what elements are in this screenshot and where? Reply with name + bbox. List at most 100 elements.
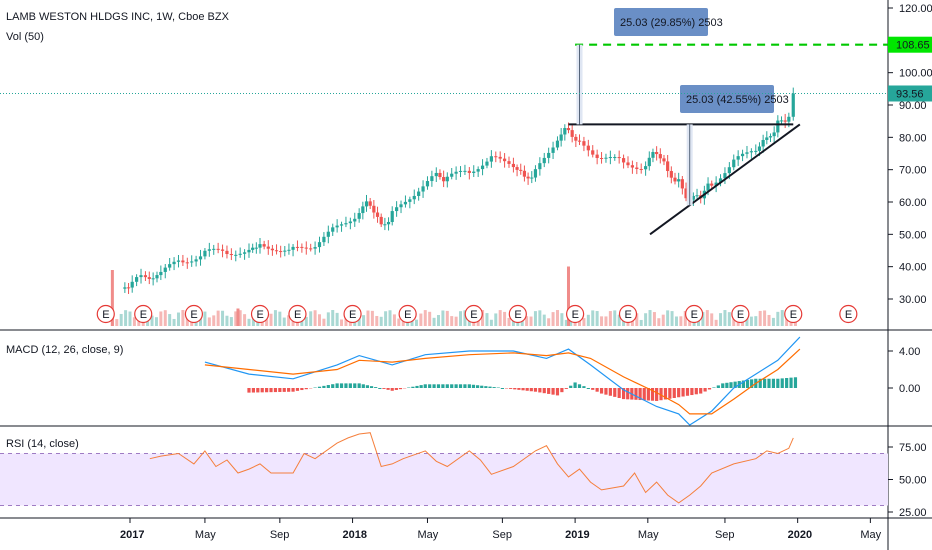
- candle-body: [258, 244, 262, 248]
- candle-body: [225, 250, 229, 255]
- macd-histogram-bar: [411, 386, 415, 388]
- earnings-marker[interactable]: [839, 304, 858, 324]
- macd-histogram-bar: [716, 385, 720, 388]
- macd-histogram-bar: [776, 378, 780, 388]
- x-tick-label: May: [638, 529, 659, 541]
- earnings-marker[interactable]: [134, 304, 153, 324]
- volume-bar: [604, 316, 608, 326]
- candle-body: [270, 248, 275, 251]
- macd-histogram-bar: [450, 384, 454, 388]
- volume-bar: [551, 312, 555, 326]
- earnings-marker[interactable]: [566, 304, 585, 324]
- candle-body: [454, 171, 458, 174]
- candle-body: [476, 169, 480, 172]
- volume-bar: [392, 314, 396, 326]
- candle-body: [736, 156, 740, 160]
- candle-body: [417, 191, 421, 196]
- volume-bar: [450, 316, 454, 326]
- macd-histogram-bar: [767, 378, 771, 388]
- macd-histogram-bar: [538, 388, 542, 393]
- macd-histogram-bar: [353, 383, 357, 388]
- candle-body: [304, 247, 308, 249]
- candle-body: [212, 248, 216, 250]
- volume-bar: [423, 310, 427, 326]
- earnings-marker[interactable]: [464, 304, 483, 324]
- candle-body: [135, 277, 139, 282]
- earnings-marker[interactable]: [784, 304, 803, 324]
- volume-spike: [566, 266, 570, 326]
- volume-bar: [732, 318, 736, 326]
- candle-body: [300, 246, 304, 248]
- candle-body: [353, 218, 357, 222]
- volume-bar: [542, 314, 546, 326]
- earnings-marker[interactable]: [731, 304, 750, 324]
- volume-bar: [714, 319, 718, 326]
- candle-body: [626, 162, 630, 166]
- macd-histogram-bar: [287, 388, 291, 392]
- earnings-marker[interactable]: [288, 304, 307, 324]
- candle-body: [714, 182, 718, 186]
- macd-histogram-bar: [573, 382, 577, 388]
- volume-bar: [613, 310, 617, 326]
- candle-body: [220, 249, 225, 251]
- volume-bar: [168, 314, 172, 326]
- volume-bar: [763, 310, 767, 326]
- rsi-title: RSI (14, close): [6, 438, 79, 450]
- earnings-marker[interactable]: [250, 304, 270, 324]
- volume-bar: [176, 312, 180, 326]
- macd-histogram-bar: [260, 388, 264, 393]
- candle-body: [126, 287, 131, 289]
- macd-histogram-bar: [690, 388, 694, 396]
- y-tick-label: 90.00: [899, 100, 927, 112]
- volume-bar: [582, 318, 586, 326]
- volume-bar: [498, 310, 502, 326]
- earnings-marker[interactable]: [184, 304, 204, 324]
- earnings-marker[interactable]: [398, 304, 417, 324]
- earnings-marker[interactable]: [684, 304, 704, 324]
- candle-body: [185, 262, 189, 264]
- volume-bar: [159, 311, 163, 326]
- candle-body: [608, 157, 612, 159]
- volume-label: Vol (50): [6, 31, 44, 43]
- candle-body: [438, 172, 442, 178]
- rsi-line: [149, 432, 794, 504]
- volume-bar: [555, 310, 559, 326]
- macd-histogram-bar: [386, 388, 390, 390]
- volume-bar: [124, 310, 128, 326]
- volume-bar: [595, 311, 599, 326]
- macd-histogram-bar: [509, 388, 513, 389]
- target-price-label: 108.65: [896, 40, 930, 52]
- macd-histogram-bar: [295, 388, 300, 391]
- volume-bar: [652, 312, 656, 326]
- candle-body: [772, 132, 776, 137]
- candle-body: [684, 188, 688, 199]
- candle-body: [586, 145, 590, 151]
- volume-bar: [282, 317, 286, 326]
- macd-histogram-bar: [646, 388, 650, 401]
- candle-body: [595, 154, 599, 159]
- macd-histogram-bar: [745, 379, 750, 388]
- candle-body: [599, 158, 604, 160]
- volume-bar: [326, 312, 330, 326]
- volume-bar: [622, 318, 626, 326]
- earnings-marker[interactable]: [96, 304, 115, 324]
- earnings-marker-label: E: [624, 309, 631, 321]
- macd-histogram-bar: [604, 388, 608, 395]
- volume-bar: [719, 313, 723, 326]
- macd-histogram-bar: [390, 388, 394, 391]
- volume-bar: [225, 315, 229, 326]
- earnings-marker[interactable]: [508, 304, 527, 324]
- volume-bar: [560, 313, 564, 326]
- earnings-marker[interactable]: [618, 304, 638, 324]
- candle-body: [467, 170, 471, 173]
- candle-body: [421, 186, 425, 192]
- volume-bar: [481, 310, 485, 326]
- volume-bar: [758, 310, 762, 326]
- macd-histogram-bar: [721, 383, 725, 388]
- macd-histogram-bar: [463, 384, 467, 388]
- candle-body: [547, 152, 551, 158]
- volume-bar: [661, 314, 665, 326]
- macd-histogram-bar: [369, 386, 374, 388]
- earnings-marker[interactable]: [343, 304, 362, 324]
- volume-bar: [547, 318, 551, 326]
